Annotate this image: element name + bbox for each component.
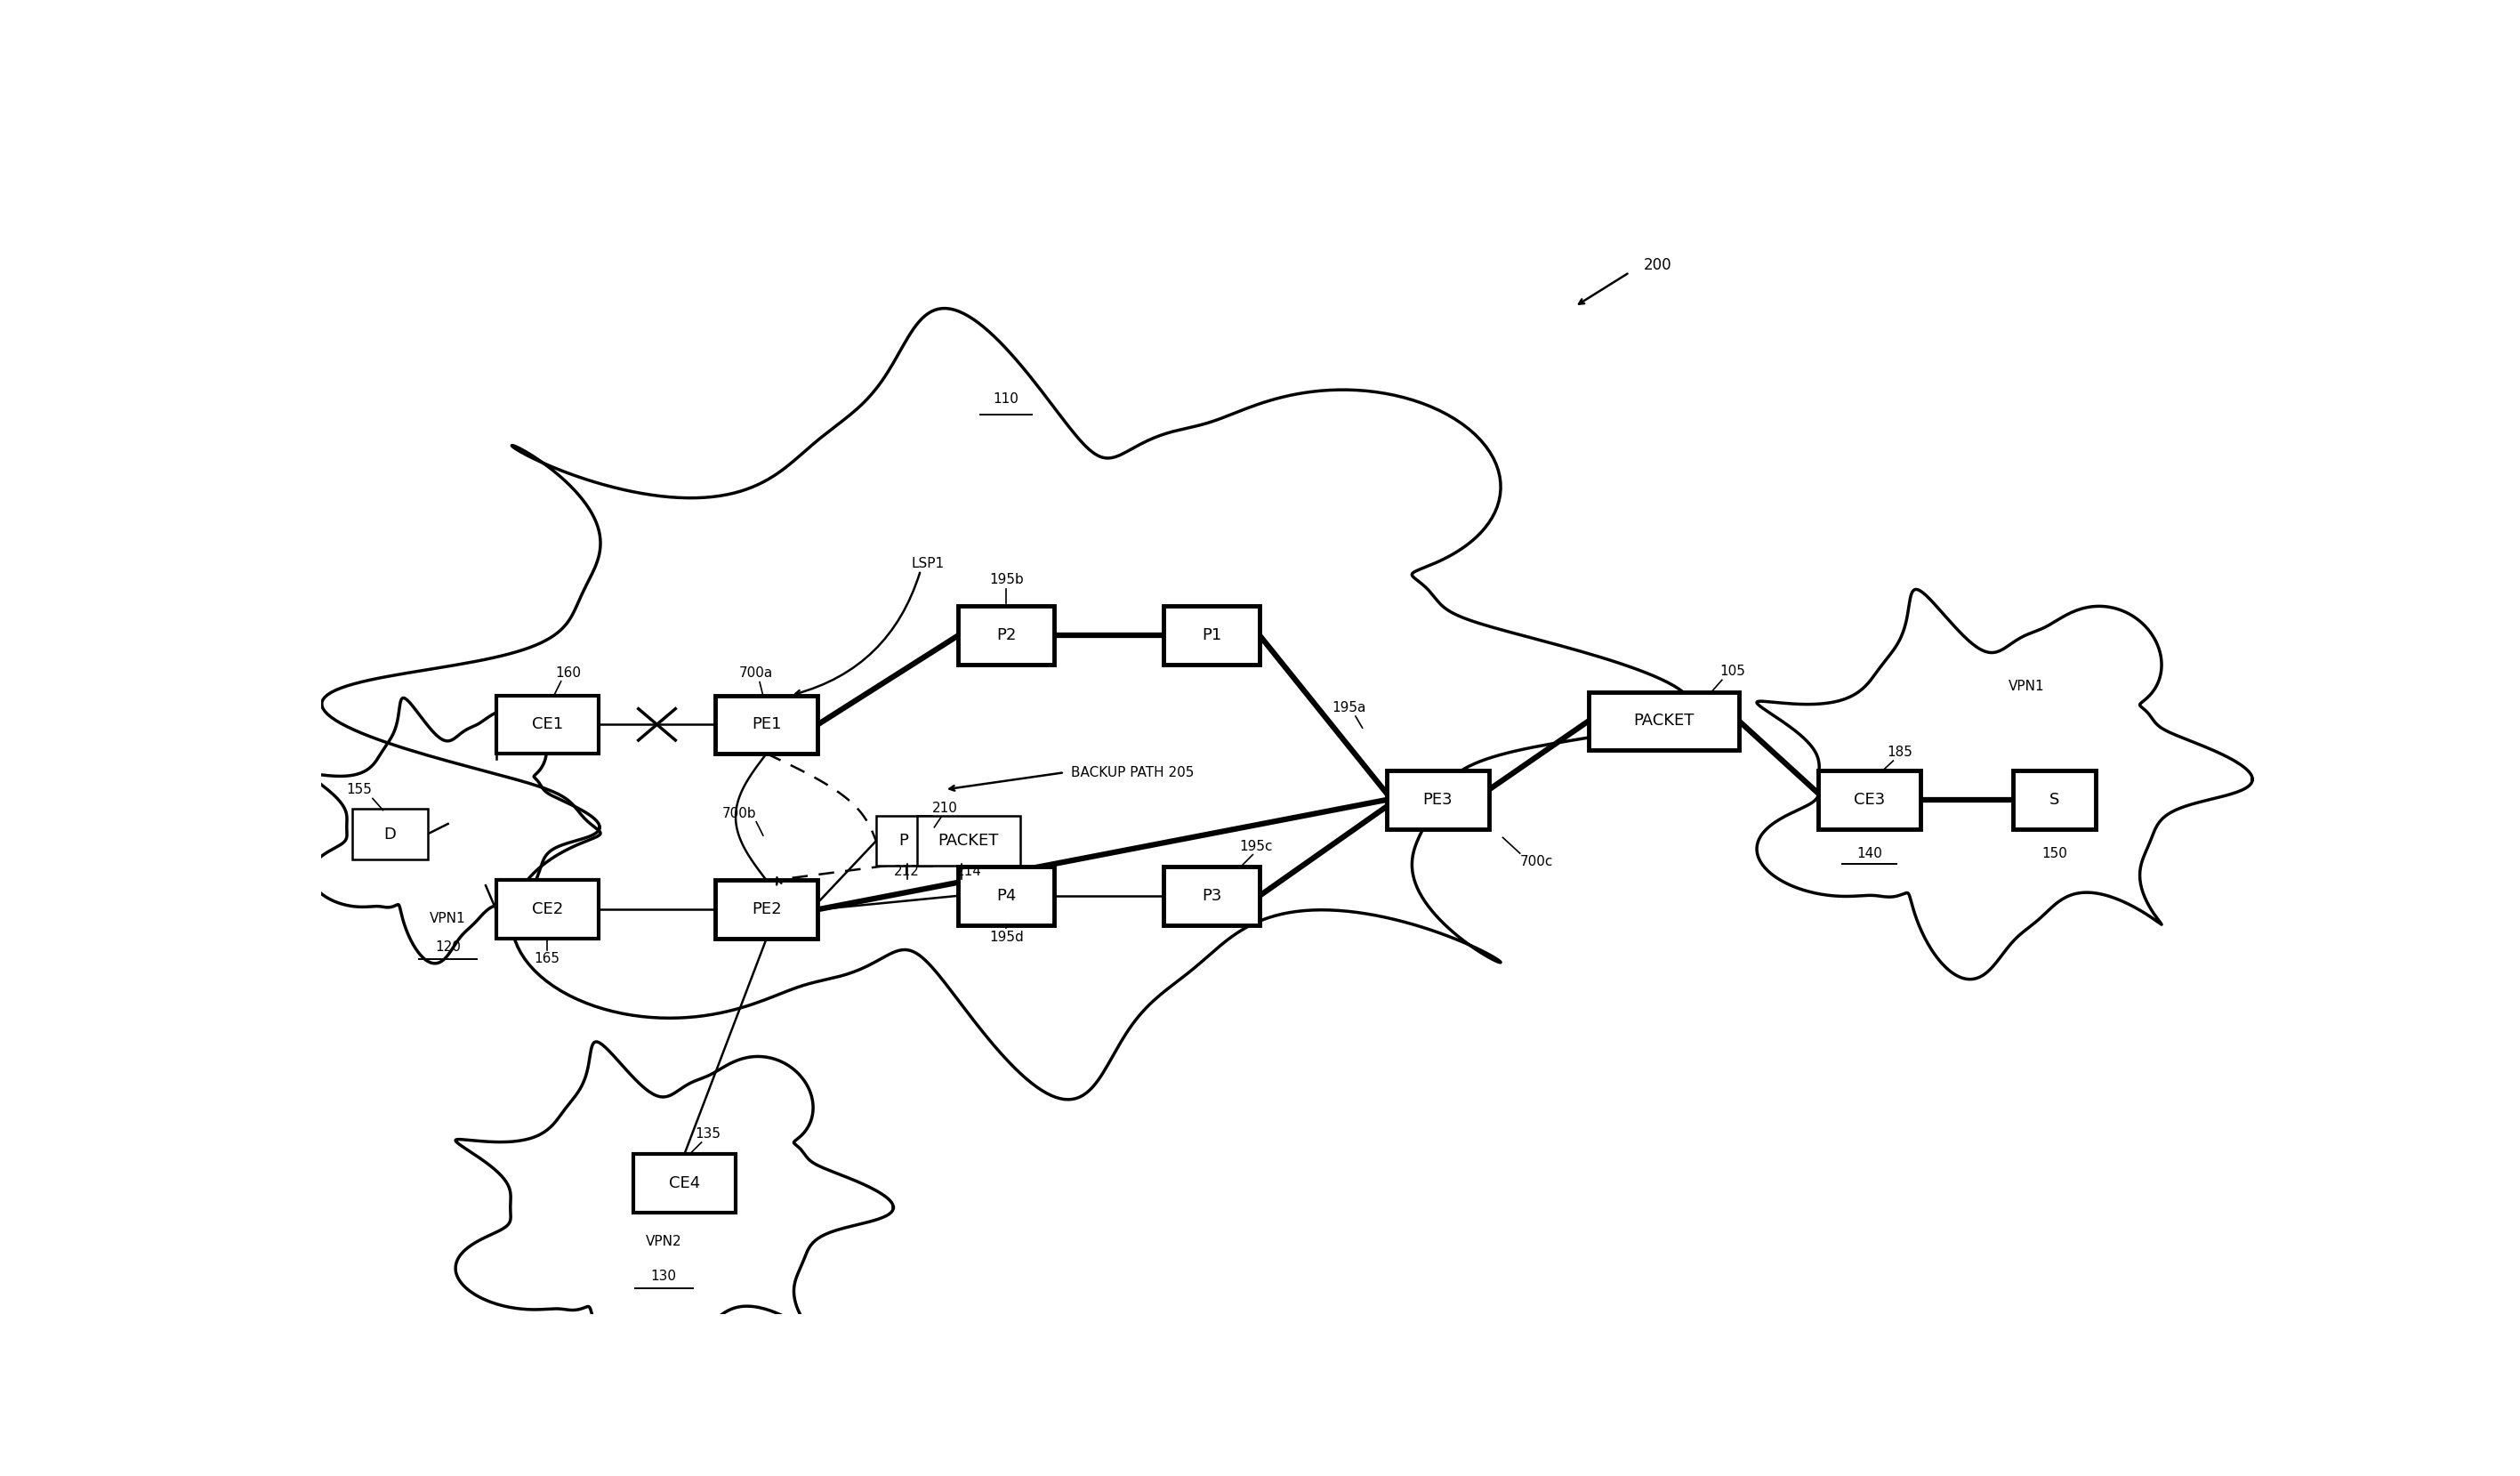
- FancyBboxPatch shape: [917, 816, 1021, 865]
- Text: 195a: 195a: [1331, 701, 1366, 714]
- Text: P3: P3: [1202, 887, 1222, 903]
- FancyBboxPatch shape: [958, 607, 1053, 664]
- Text: BACKUP PATH 205: BACKUP PATH 205: [1071, 766, 1194, 779]
- Text: 185: 185: [1887, 745, 1913, 759]
- Text: 200: 200: [1643, 257, 1671, 273]
- FancyBboxPatch shape: [1164, 866, 1260, 925]
- Text: 150: 150: [2041, 847, 2066, 861]
- Polygon shape: [323, 308, 1691, 1100]
- Text: 212: 212: [895, 865, 920, 878]
- Text: 140: 140: [1857, 847, 1882, 861]
- Text: P: P: [900, 832, 907, 849]
- FancyBboxPatch shape: [353, 809, 428, 861]
- Text: 700b: 700b: [721, 807, 756, 821]
- FancyBboxPatch shape: [716, 695, 819, 754]
- FancyBboxPatch shape: [633, 1154, 736, 1213]
- Text: 700c: 700c: [1520, 855, 1552, 868]
- Text: VPN1: VPN1: [2008, 680, 2044, 694]
- Text: 155: 155: [345, 782, 373, 796]
- Text: 700a: 700a: [738, 667, 774, 680]
- Text: CE2: CE2: [532, 902, 562, 918]
- Polygon shape: [456, 1042, 895, 1382]
- Text: P2: P2: [995, 627, 1016, 644]
- Text: PACKET: PACKET: [1633, 713, 1693, 729]
- Text: 195c: 195c: [1240, 840, 1273, 853]
- FancyBboxPatch shape: [1817, 770, 1920, 830]
- Polygon shape: [310, 698, 600, 964]
- FancyBboxPatch shape: [496, 880, 600, 939]
- Text: 135: 135: [696, 1128, 721, 1141]
- Text: CE1: CE1: [532, 716, 562, 732]
- Text: 195d: 195d: [988, 930, 1023, 943]
- Text: VPN1: VPN1: [431, 912, 466, 925]
- Text: PE2: PE2: [751, 902, 781, 918]
- Text: VPN2: VPN2: [645, 1235, 683, 1249]
- FancyBboxPatch shape: [1164, 607, 1260, 664]
- Text: PE1: PE1: [751, 716, 781, 732]
- Text: P1: P1: [1202, 627, 1222, 644]
- Polygon shape: [1756, 589, 2253, 979]
- Text: 130: 130: [650, 1269, 678, 1283]
- FancyBboxPatch shape: [1588, 692, 1739, 750]
- Text: CE3: CE3: [1855, 791, 1885, 807]
- Text: 105: 105: [1719, 664, 1744, 677]
- Text: LSP1: LSP1: [910, 556, 945, 570]
- Text: 120: 120: [436, 940, 461, 953]
- FancyBboxPatch shape: [496, 695, 600, 754]
- Text: 110: 110: [993, 393, 1018, 406]
- Text: 195b: 195b: [988, 573, 1023, 586]
- FancyBboxPatch shape: [958, 866, 1053, 925]
- Text: PACKET: PACKET: [937, 832, 998, 849]
- Text: 165: 165: [534, 952, 559, 965]
- Text: 160: 160: [554, 667, 580, 680]
- Text: CE4: CE4: [668, 1175, 701, 1191]
- Text: PE3: PE3: [1424, 791, 1452, 807]
- Text: 214: 214: [955, 865, 980, 878]
- FancyBboxPatch shape: [877, 816, 930, 865]
- Text: P4: P4: [995, 887, 1016, 903]
- FancyBboxPatch shape: [2013, 770, 2094, 830]
- Text: 210: 210: [932, 801, 958, 815]
- Text: D: D: [383, 827, 396, 843]
- FancyBboxPatch shape: [716, 880, 819, 939]
- Text: S: S: [2049, 791, 2059, 807]
- FancyBboxPatch shape: [1386, 770, 1489, 830]
